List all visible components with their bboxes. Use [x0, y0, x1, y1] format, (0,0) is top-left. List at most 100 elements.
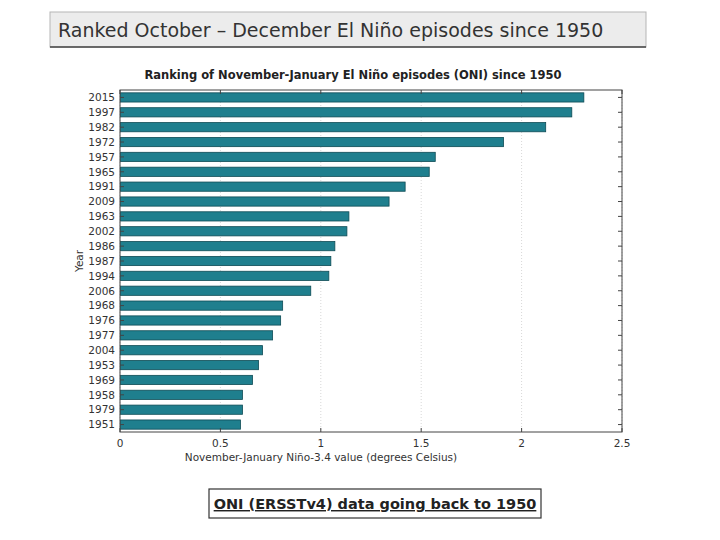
y-tick [120, 112, 124, 113]
bar [120, 197, 389, 206]
y-tick-label: 2009 [88, 195, 115, 207]
y-tick-right [618, 112, 622, 113]
y-tick-label: 2006 [88, 285, 115, 297]
bar [120, 346, 263, 355]
y-tick-label: 1997 [88, 106, 115, 118]
x-tick-top [521, 90, 522, 94]
x-axis-label: November-January Niño-3.4 value (degrees… [185, 451, 457, 463]
x-tick-label: 0 [117, 437, 124, 449]
bar [120, 182, 405, 191]
y-tick [120, 409, 124, 410]
y-tick [120, 335, 124, 336]
slide: Ranked October – December El Niño episod… [0, 0, 720, 540]
y-tick-label: 2004 [88, 344, 115, 356]
y-tick-label: 1968 [88, 299, 115, 311]
y-tick-label: 1986 [88, 240, 115, 252]
y-tick-right [618, 394, 622, 395]
y-tick-label: 1982 [88, 121, 115, 133]
chart-title: Ranking of November-January El Niño epis… [144, 68, 561, 82]
bar [120, 242, 335, 251]
y-tick-right [618, 142, 622, 143]
y-tick-label: 1979 [88, 403, 115, 415]
title-rule [50, 46, 646, 48]
bar [120, 420, 240, 429]
bar [120, 123, 546, 132]
y-tick-label: 1953 [88, 359, 115, 371]
bar [120, 256, 331, 265]
y-tick-right [618, 216, 622, 217]
y-tick [120, 186, 124, 187]
bar [120, 405, 242, 414]
bar [120, 390, 242, 399]
bar [120, 271, 329, 280]
y-tick [120, 320, 124, 321]
y-tick-right [618, 97, 622, 98]
y-tick-right [618, 186, 622, 187]
y-tick-right [618, 320, 622, 321]
x-tick-label: 0.5 [212, 437, 229, 449]
y-tick [120, 246, 124, 247]
y-tick-right [618, 171, 622, 172]
y-tick [120, 394, 124, 395]
y-tick [120, 275, 124, 276]
x-tick-label: 2 [518, 437, 525, 449]
bar [120, 137, 504, 146]
x-tick [220, 428, 221, 432]
bar [120, 167, 429, 176]
y-tick-label: 2015 [88, 91, 115, 103]
y-tick-right [618, 365, 622, 366]
y-tick [120, 156, 124, 157]
y-tick-right [618, 261, 622, 262]
y-tick-right [618, 424, 622, 425]
y-tick-right [618, 379, 622, 380]
y-tick-right [618, 127, 622, 128]
source-link[interactable]: ONI (ERSSTv4) data going back to 1950 [214, 496, 537, 512]
y-tick [120, 142, 124, 143]
bar [120, 286, 311, 295]
y-tick-label: 1951 [88, 418, 115, 430]
y-tick [120, 97, 124, 98]
source-box [209, 489, 541, 518]
bar [120, 108, 572, 117]
y-tick-right [618, 290, 622, 291]
y-tick [120, 231, 124, 232]
plot-frame [120, 90, 622, 432]
x-tick [521, 428, 522, 432]
y-tick-label: 1976 [88, 314, 115, 326]
y-tick-right [618, 409, 622, 410]
grid-line [521, 90, 522, 432]
bar [120, 212, 349, 221]
y-tick-label: 1963 [88, 210, 115, 222]
y-tick [120, 305, 124, 306]
y-tick [120, 201, 124, 202]
y-tick-right [618, 156, 622, 157]
x-tick [622, 428, 623, 432]
y-tick [120, 290, 124, 291]
y-tick-label: 2002 [88, 225, 115, 237]
x-tick-label: 1.5 [413, 437, 430, 449]
y-tick [120, 127, 124, 128]
x-tick-top [220, 90, 221, 94]
x-tick [320, 428, 321, 432]
y-tick-right [618, 201, 622, 202]
bar [120, 331, 273, 340]
y-tick-label: 1991 [88, 180, 115, 192]
y-tick-label: 1969 [88, 374, 115, 386]
y-tick [120, 379, 124, 380]
y-tick-label: 1965 [88, 166, 115, 178]
y-tick-right [618, 305, 622, 306]
y-tick-label: 1994 [88, 270, 115, 282]
x-tick-top [421, 90, 422, 94]
bar [120, 227, 347, 236]
bar [120, 316, 281, 325]
slide-title: Ranked October – December El Niño episod… [58, 19, 603, 41]
x-tick-label: 1 [317, 437, 324, 449]
y-tick [120, 424, 124, 425]
y-tick-label: 1977 [88, 329, 115, 341]
bar [120, 301, 283, 310]
bars [120, 93, 584, 429]
bar [120, 152, 435, 161]
x-tick-top [120, 90, 121, 94]
y-tick-right [618, 231, 622, 232]
y-tick-label: 1957 [88, 151, 115, 163]
